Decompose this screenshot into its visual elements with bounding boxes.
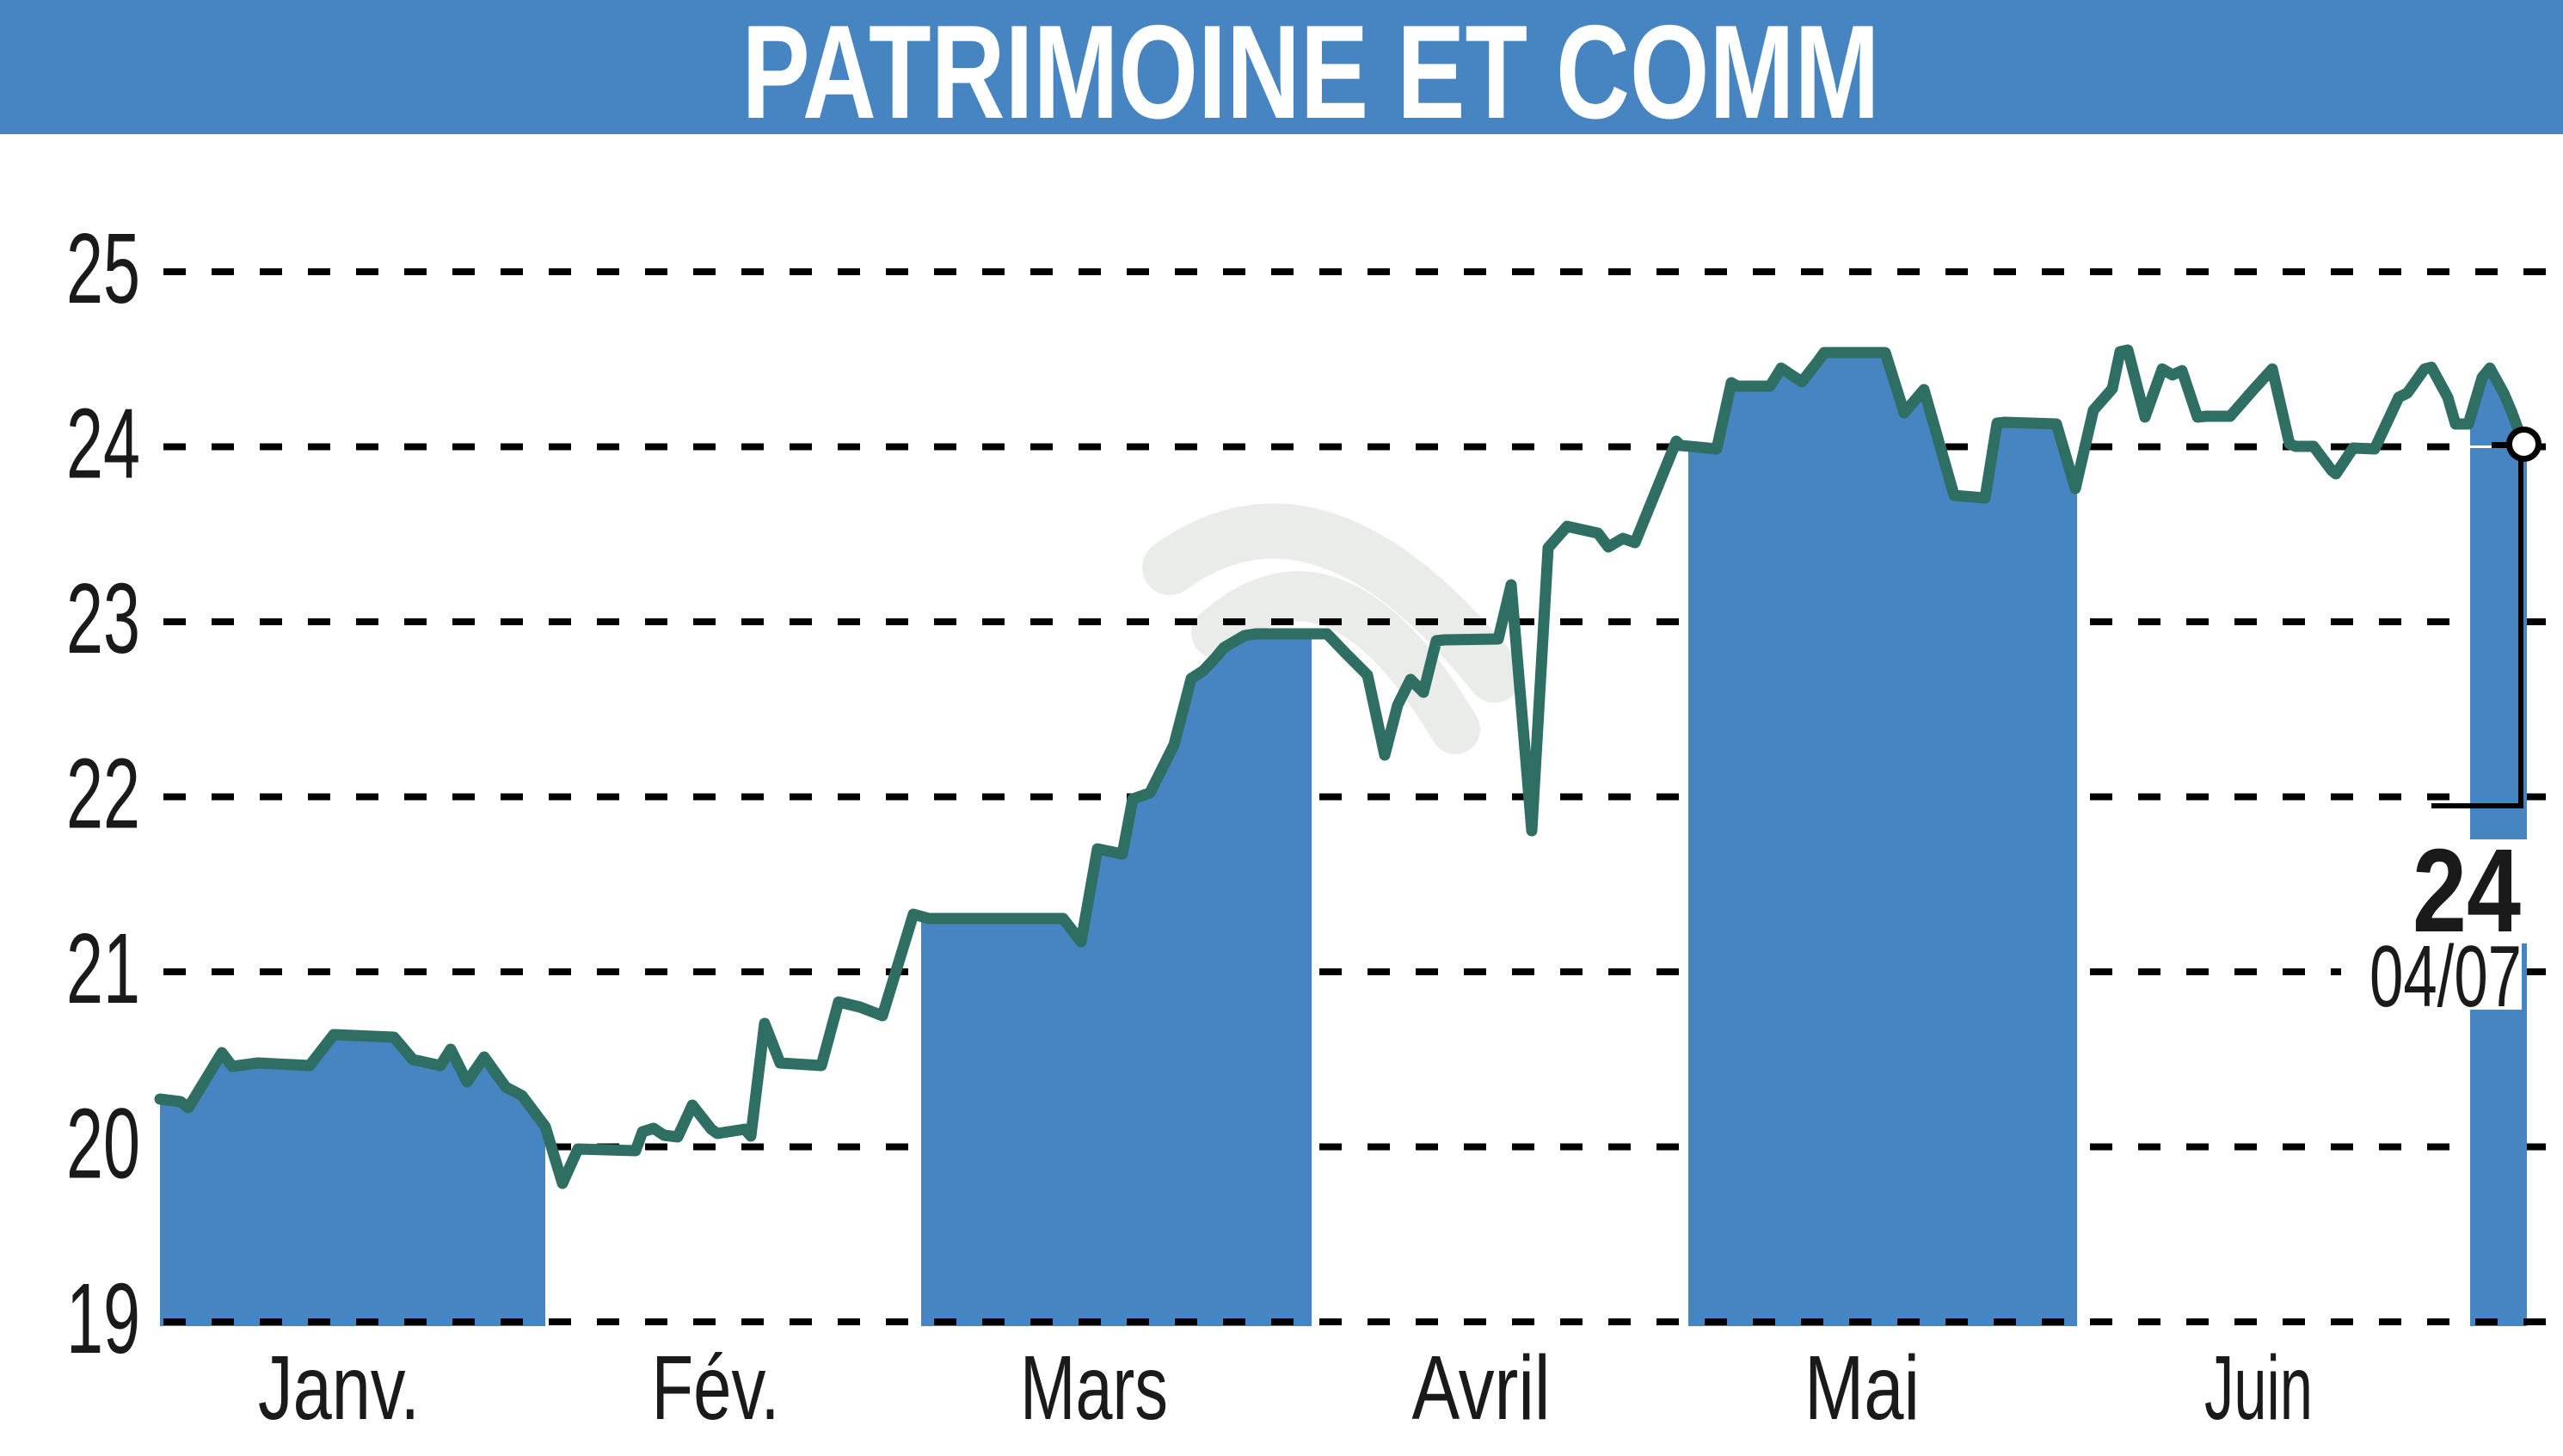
svg-text:24: 24	[66, 388, 140, 500]
svg-text:24: 24	[2412, 825, 2521, 957]
svg-text:Juin: Juin	[2204, 1337, 2313, 1439]
svg-text:Avril: Avril	[1412, 1337, 1551, 1439]
svg-text:25: 25	[66, 212, 140, 324]
svg-text:Mars: Mars	[1020, 1337, 1168, 1439]
svg-text:23: 23	[66, 562, 140, 674]
svg-text:Mai: Mai	[1804, 1337, 1920, 1439]
svg-text:19: 19	[66, 1262, 140, 1374]
svg-text:Janv.: Janv.	[258, 1337, 420, 1439]
svg-text:22: 22	[66, 738, 140, 850]
svg-text:PATRIMOINE ET COMM: PATRIMOINE ET COMM	[742, 0, 1880, 146]
svg-text:04/07: 04/07	[2369, 929, 2522, 1025]
svg-text:21: 21	[66, 912, 140, 1024]
svg-text:Fév.: Fév.	[652, 1337, 780, 1439]
svg-text:20: 20	[66, 1088, 140, 1200]
